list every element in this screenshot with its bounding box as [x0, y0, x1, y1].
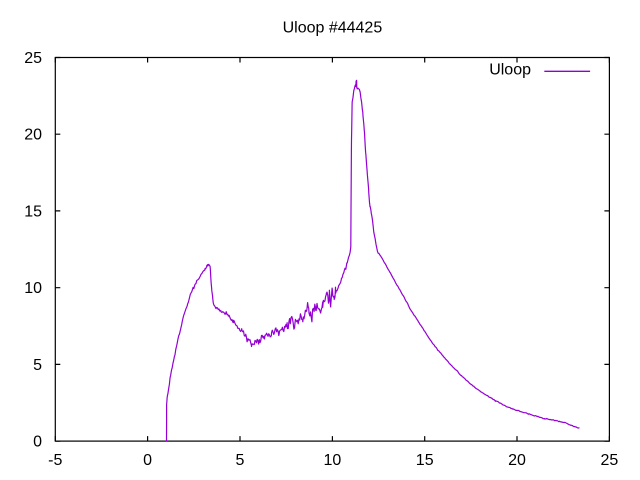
svg-text:0: 0	[143, 452, 152, 469]
svg-text:25: 25	[601, 452, 619, 469]
svg-text:Uloop: Uloop	[489, 61, 531, 78]
svg-text:10: 10	[324, 452, 342, 469]
svg-text:5: 5	[236, 452, 245, 469]
svg-text:0: 0	[33, 434, 42, 451]
svg-text:25: 25	[24, 50, 42, 67]
svg-text:20: 20	[508, 452, 526, 469]
svg-text:15: 15	[416, 452, 434, 469]
svg-text:Uloop #44425: Uloop #44425	[283, 20, 383, 37]
svg-text:5: 5	[33, 357, 42, 374]
svg-text:15: 15	[24, 203, 42, 220]
svg-text:20: 20	[24, 127, 42, 144]
svg-text:10: 10	[24, 280, 42, 297]
svg-text:-5: -5	[48, 452, 62, 469]
